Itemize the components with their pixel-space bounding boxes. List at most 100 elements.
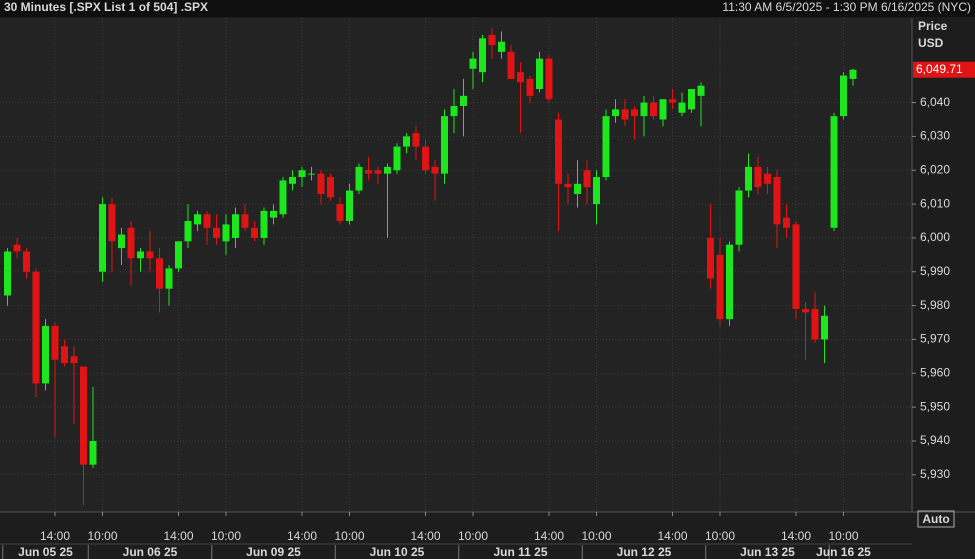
candle-body	[260, 210, 268, 238]
x-date-label: Jun 11 25	[493, 545, 547, 559]
candle-body	[488, 34, 496, 46]
candle-body	[108, 204, 116, 242]
candle-body	[4, 251, 11, 296]
plot-area	[0, 18, 912, 512]
candle-body	[783, 217, 790, 228]
candle-body	[564, 183, 572, 188]
candle-body	[640, 102, 648, 117]
candle-body	[678, 102, 686, 113]
x-tick-label: 14:00	[163, 529, 193, 543]
x-tick-label: 10:00	[334, 529, 364, 543]
y-tick-label: 6,040	[920, 95, 950, 109]
y-tick-label: 6,030	[920, 129, 950, 143]
y-tick-label: 5,980	[920, 298, 950, 312]
x-tick-label: 10:00	[87, 529, 117, 543]
candle-body	[764, 173, 771, 184]
candle-body	[602, 116, 610, 178]
candle-body	[251, 227, 258, 238]
candle-body	[137, 251, 144, 259]
candle-body	[688, 89, 695, 110]
candle-body	[279, 180, 287, 215]
x-tick-label: 10:00	[458, 529, 488, 543]
candle-body	[754, 166, 762, 188]
candle-body	[621, 109, 629, 120]
candle-body	[298, 170, 306, 178]
x-tick-label: 10:00	[211, 529, 241, 543]
candle-body	[146, 251, 154, 259]
candle-body	[42, 325, 49, 384]
x-date-label: Jun 05 25	[18, 545, 73, 559]
candle-body	[792, 224, 800, 309]
y-tick-label: 6,000	[920, 230, 950, 244]
candle-body	[175, 241, 182, 269]
date-range: 11:30 AM 6/5/2025 - 1:30 PM 6/16/2025 (N…	[722, 0, 971, 14]
y-tick-label: 5,960	[920, 365, 950, 379]
candle-body	[393, 146, 401, 171]
candle-body	[583, 170, 591, 188]
candle-body	[849, 69, 857, 79]
x-date-label: Jun 10 25	[370, 545, 425, 559]
candle-body	[336, 204, 344, 222]
candle-body	[802, 308, 809, 313]
candle-body	[194, 214, 201, 225]
candle-body	[203, 214, 211, 228]
candle-body	[23, 251, 30, 272]
candle-body	[650, 102, 657, 117]
candle-body	[536, 58, 543, 90]
candle-body	[13, 244, 21, 252]
x-tick-label: 14:00	[287, 529, 317, 543]
y-tick-label: 5,930	[920, 467, 950, 481]
candle-body	[365, 170, 372, 174]
candle-body	[545, 58, 553, 100]
candle-body	[469, 58, 477, 69]
candle-body	[374, 170, 382, 174]
x-tick-label: 14:00	[410, 529, 440, 543]
y-tick-label: 5,990	[920, 264, 950, 278]
candle-body	[830, 116, 838, 228]
candle-body	[127, 227, 135, 259]
candle-body	[70, 356, 78, 364]
candle-body	[346, 190, 353, 222]
candle-body	[821, 315, 828, 340]
x-tick-label: 14:00	[40, 529, 70, 543]
candle-body	[840, 75, 847, 117]
candle-body	[270, 210, 277, 218]
candle-body	[232, 214, 239, 238]
auto-button-label[interactable]: Auto	[922, 512, 949, 526]
candle-body	[80, 366, 87, 465]
candle-body	[165, 268, 173, 289]
candle-body	[61, 346, 68, 364]
y-tick-label: 6,020	[920, 162, 950, 176]
candle-body	[726, 244, 733, 320]
candle-body	[574, 183, 581, 194]
candle-body	[773, 177, 781, 225]
candle-body	[507, 51, 515, 79]
candle-body	[213, 227, 220, 238]
candle-body	[735, 190, 743, 245]
candle-body	[612, 109, 619, 117]
candle-body	[355, 166, 363, 191]
candle-body	[441, 116, 448, 174]
y-tick-label: 5,950	[920, 399, 950, 413]
candle-body	[118, 234, 125, 249]
x-tick-label: 10:00	[581, 529, 611, 543]
candle-body	[811, 308, 819, 340]
auto-button[interactable]	[917, 510, 955, 528]
candle-body	[412, 133, 420, 147]
candle-body	[659, 99, 667, 120]
candle-body	[156, 258, 163, 289]
candle-body	[716, 254, 724, 320]
x-date-label: Jun 06 25	[123, 545, 178, 559]
candles	[4, 28, 857, 506]
candle-body	[631, 109, 638, 117]
candle-body	[403, 136, 410, 147]
candle-body	[32, 271, 40, 384]
candle-body	[450, 105, 458, 117]
y-tick-label: 5,940	[920, 433, 950, 447]
candle-body	[555, 119, 562, 184]
chart-title: 30 Minutes [.SPX List 1 of 504] .SPX	[4, 0, 208, 14]
y-tick-label: 5,970	[920, 332, 950, 346]
x-tick-label: 14:00	[781, 529, 811, 543]
candle-body	[222, 224, 230, 242]
